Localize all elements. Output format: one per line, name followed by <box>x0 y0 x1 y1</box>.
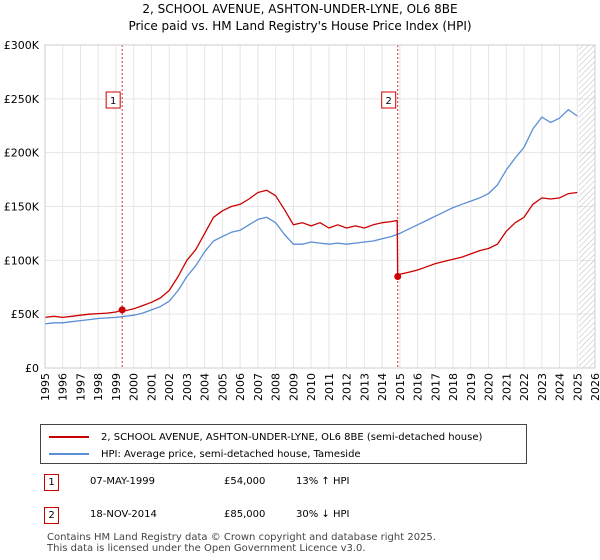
y-tick-label: £100K <box>4 254 40 267</box>
sale-label: 2 <box>386 96 392 107</box>
y-tick-label: £150K <box>4 201 40 214</box>
sale-label-box <box>105 91 121 109</box>
x-tick-label: 2023 <box>536 373 549 401</box>
y-tick-label: £50K <box>11 308 40 321</box>
y-tick-label: £300K <box>4 39 40 52</box>
x-tick-label: 2004 <box>199 373 212 401</box>
x-tick-label: 2006 <box>234 373 247 401</box>
x-tick-label: 2013 <box>358 373 371 401</box>
legend-label-hpi: HPI: Average price, semi-detached house,… <box>101 448 361 460</box>
legend-swatch-property <box>49 436 89 438</box>
hpi-line <box>44 108 578 325</box>
property-price-line <box>44 189 578 319</box>
sale-label-box <box>381 91 397 109</box>
legend-item-hpi: HPI: Average price, semi-detached house,… <box>49 446 361 462</box>
transaction-hpi-change: 30% ↓ HPI <box>296 509 350 520</box>
x-tick-label: 2020 <box>483 373 496 401</box>
y-tick-label: £0 <box>25 362 39 375</box>
transaction-price: £54,000 <box>224 476 266 487</box>
x-tick-label: 2019 <box>465 373 478 401</box>
x-tick-label: 2016 <box>412 373 425 401</box>
x-tick-label: 2012 <box>341 373 354 401</box>
x-tick-label: 2010 <box>305 373 318 401</box>
x-tick-label: 2014 <box>376 373 389 401</box>
x-tick-label: 2021 <box>500 373 513 401</box>
x-tick-label: 2022 <box>518 373 531 401</box>
sale-point <box>394 272 402 280</box>
transaction-date: 07-MAY-1999 <box>90 476 156 487</box>
x-tick-label: 2025 <box>571 373 584 401</box>
x-tick-label: 2003 <box>181 373 194 401</box>
x-tick-label: 2001 <box>145 373 158 401</box>
transaction-marker: 1 <box>44 474 59 491</box>
x-tick-label: 2008 <box>270 373 283 401</box>
x-tick-label: 1996 <box>57 373 70 401</box>
x-tick-label: 1998 <box>92 373 105 401</box>
legend-item-property: 2, SCHOOL AVENUE, ASHTON-UNDER-LYNE, OL6… <box>49 429 482 445</box>
x-tick-label: 2000 <box>128 373 141 401</box>
x-tick-label: 1995 <box>39 373 52 401</box>
y-tick-label: £200K <box>4 147 40 160</box>
x-tick-label: 2017 <box>429 373 442 401</box>
transaction-marker: 2 <box>44 507 59 524</box>
x-tick-label: 2011 <box>323 373 336 401</box>
x-tick-label: 2015 <box>394 373 407 401</box>
x-tick-label: 2018 <box>447 373 460 401</box>
chart-title-line1: 2, SCHOOL AVENUE, ASHTON-UNDER-LYNE, OL6… <box>142 2 458 16</box>
x-tick-label: 2024 <box>554 373 567 401</box>
forecast-hatch <box>578 45 595 368</box>
sale-label: 1 <box>110 96 116 107</box>
x-tick-label: 2009 <box>287 373 300 401</box>
footer-licence: This data is licensed under the Open Gov… <box>47 543 366 554</box>
transaction-price: £85,000 <box>224 509 266 520</box>
x-tick-label: 1999 <box>110 373 123 401</box>
legend-label-property: 2, SCHOOL AVENUE, ASHTON-UNDER-LYNE, OL6… <box>101 431 483 443</box>
x-tick-label: 2007 <box>252 373 265 401</box>
chart-title-line2: Price paid vs. HM Land Registry's House … <box>128 19 472 33</box>
footer-copyright: Contains HM Land Registry data © Crown c… <box>47 532 436 543</box>
transaction-date: 18-NOV-2014 <box>90 509 157 520</box>
legend: 2, SCHOOL AVENUE, ASHTON-UNDER-LYNE, OL6… <box>40 424 527 464</box>
sale-point <box>118 306 126 314</box>
legend-swatch-hpi <box>49 453 89 455</box>
x-tick-label: 2002 <box>163 373 176 401</box>
transaction-hpi-change: 13% ↑ HPI <box>296 476 350 487</box>
x-tick-label: 1997 <box>74 373 87 401</box>
plot-border <box>44 44 596 369</box>
price-chart: 1 2 £0 £50K £100K £150K £200K £250K £300K 1995 19… <box>4 39 600 401</box>
x-tick-label: 2005 <box>216 373 229 401</box>
x-tick-label: 2026 <box>589 373 600 401</box>
y-tick-label: £250K <box>4 93 40 106</box>
